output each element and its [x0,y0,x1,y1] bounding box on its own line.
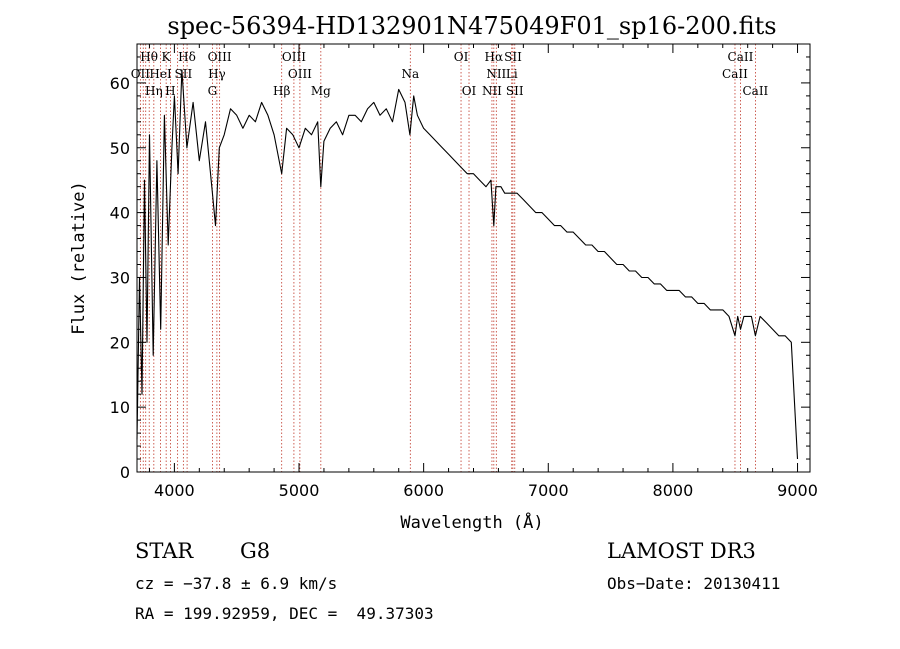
y-tick-label-5: 50 [110,139,130,158]
line-label-row2-8: CaII [722,67,748,81]
flux-series-line [136,69,799,460]
line-label-row3-4: Mg [311,84,331,98]
line-label-row3-8: CaII [742,84,768,98]
line-label-row3-3: Hβ [273,84,290,98]
line-label-row1-4: OIII [282,50,306,64]
line-label-row1-8: CaII [728,50,754,64]
y-axis-ticks: 0 10 20 30 40 50 60 [110,43,810,482]
line-label-row3-7: SII [506,84,524,98]
line-label-row2-2: SII [175,67,193,81]
plot-frame [136,43,811,473]
line-label-row3-6: NII [482,84,502,98]
y-tick-label-0: 0 [120,463,130,482]
y-axis-label: Flux (relative) [69,181,89,335]
line-label-row2-1: HeI [149,67,172,81]
x-tick-label-3: 7000 [528,481,569,500]
x-tick-label-0: 4000 [154,481,195,500]
x-tick-label-4: 8000 [653,481,694,500]
redshift-velocity: cz = −37.8 ± 6.9 km/s [135,574,338,593]
spectral-subclass: G8 [240,539,271,563]
x-tick-label-2: 6000 [403,481,444,500]
line-label-row2-4: OIII [288,67,312,81]
line-label-row2-7: Li [506,67,518,81]
line-label-row1-3: OIII [208,50,232,64]
line-label-row1-2: Hδ [178,50,196,64]
y-tick-label-2: 20 [110,333,130,352]
line-label-row1-5: OI [454,50,469,64]
spectrum-chart: spec-56394-HD132901N475049F01_sp16-200.f… [69,12,818,533]
line-label-row3-2: G [208,84,218,98]
line-label-row2-5: Na [401,67,419,81]
survey-name: LAMOST DR3 [607,539,756,563]
line-label-row2-3: Hγ [208,67,226,81]
x-axis-ticks: 4000 5000 6000 7000 8000 9000 [148,44,818,500]
object-class: STAR [135,539,194,563]
sky-coordinates: RA = 199.92959, DEC = 49.37303 [135,604,434,623]
x-tick-label-5: 9000 [777,481,818,500]
spectral-line-markers [139,44,756,472]
line-label-row2-0: OII [131,67,151,81]
line-label-row2-6: NII [486,67,506,81]
y-tick-label-4: 40 [110,204,130,223]
line-label-row3-0: Hη [145,84,163,98]
chart-title: spec-56394-HD132901N475049F01_sp16-200.f… [167,12,776,40]
observation-date: Obs−Date: 20130411 [607,574,781,593]
y-tick-label-6: 60 [110,74,130,93]
line-label-row3-5: OI [462,84,477,98]
y-tick-label-1: 10 [110,398,130,417]
line-label-row1-7: SII [504,50,522,64]
line-label-row1-6: Hα [485,50,504,64]
line-label-row1-0: Hθ [140,50,158,64]
line-label-row3-1: H [165,84,175,98]
x-tick-label-1: 5000 [279,481,320,500]
y-tick-label-3: 30 [110,268,130,287]
x-axis-label: Wavelength (Å) [400,511,543,533]
line-label-row1-1: K [162,50,172,64]
